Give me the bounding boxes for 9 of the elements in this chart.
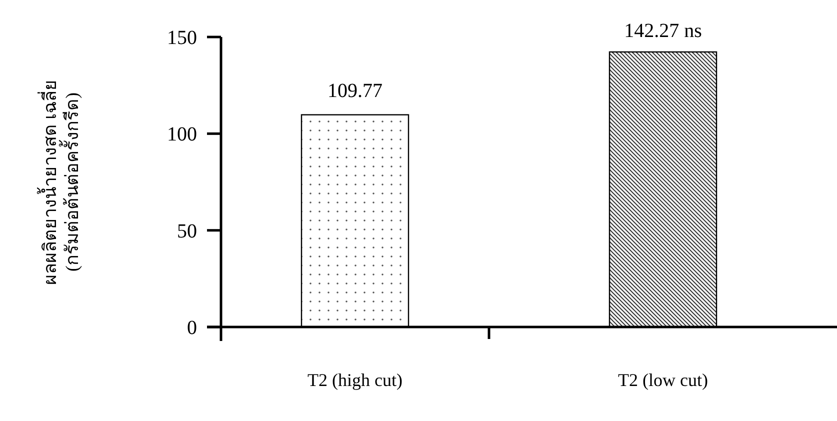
x-tick-label: T2 (high cut) — [308, 370, 402, 390]
data-label: 109.77 — [328, 80, 382, 102]
y-tick-label: 50 — [177, 220, 197, 242]
y-tick-label: 100 — [167, 124, 197, 146]
x-tick-label: T2 (low cut) — [618, 370, 708, 390]
data-label: 142.27 ns — [624, 20, 702, 42]
y-tick-label: 150 — [167, 27, 197, 49]
y-axis-title: ผลผลิตยางน้ำยางสด เฉลี่ย (กรัมต่อต้นต่อครั้งกรีด) — [37, 79, 82, 285]
y-tick-label: 0 — [187, 317, 197, 339]
